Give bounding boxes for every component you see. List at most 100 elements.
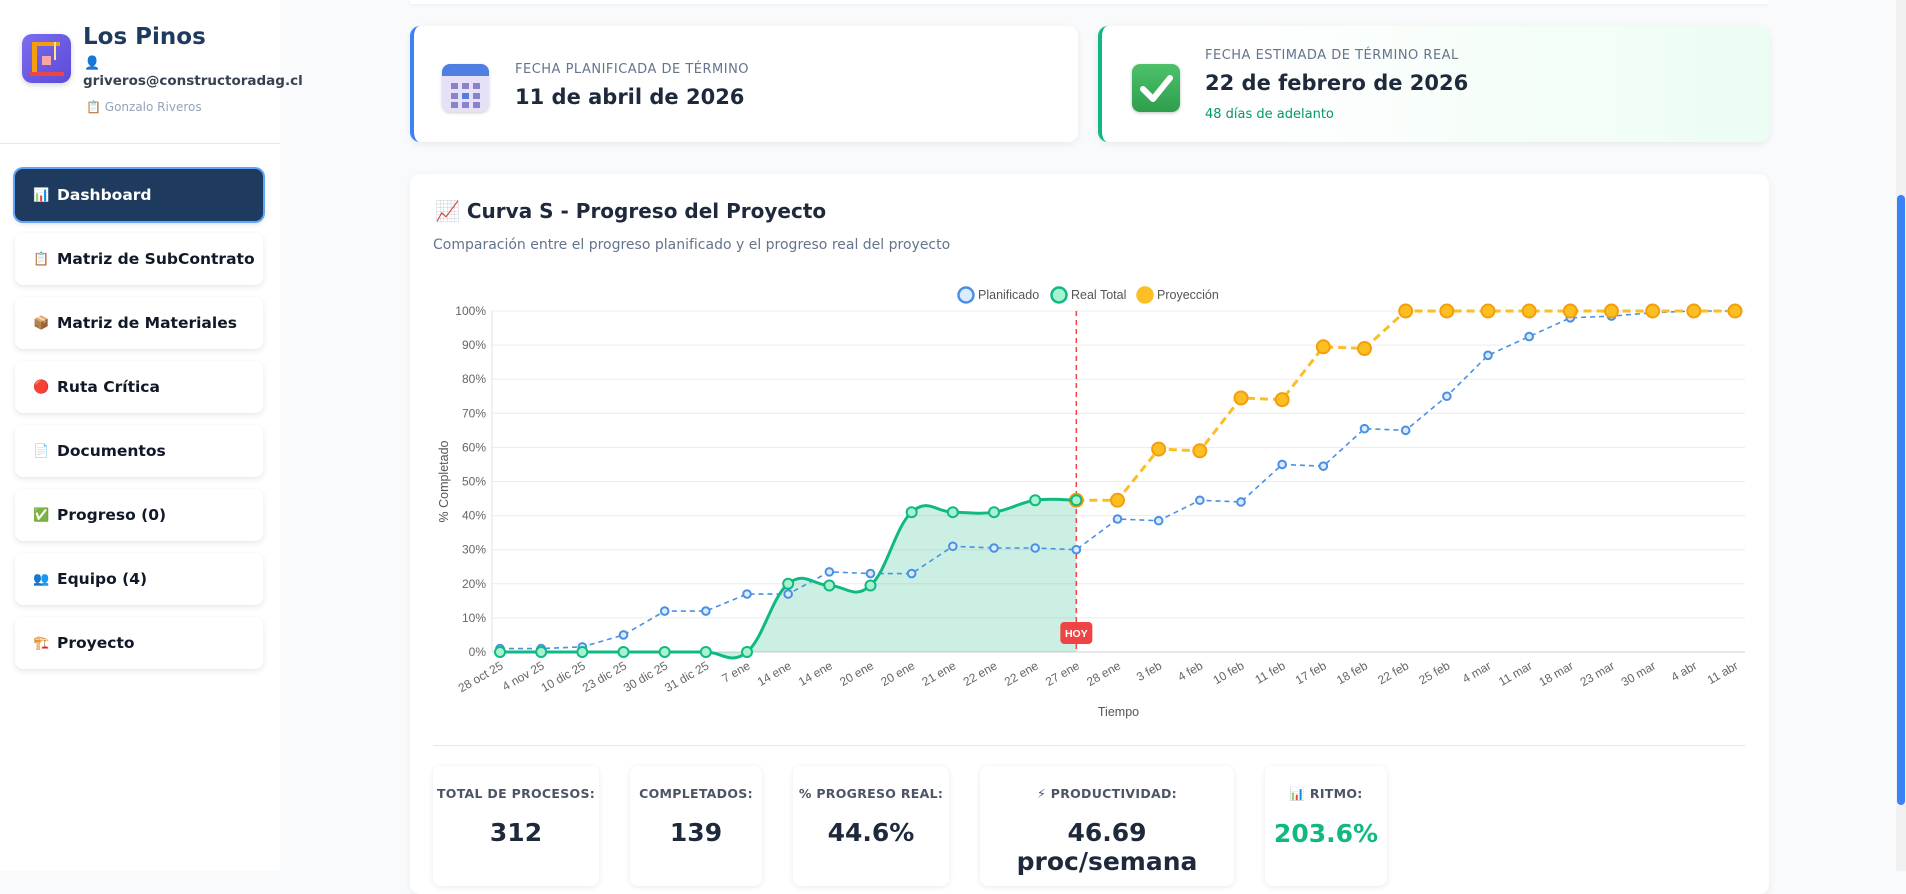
nav-item[interactable]: 📋 Matriz de SubContrato [15, 233, 263, 285]
legend-swatch [1136, 286, 1154, 304]
x-tick-label: 22 ene [1002, 658, 1041, 689]
point [1236, 497, 1246, 507]
y-tick-label: 30% [462, 543, 486, 557]
legend-label: Planificado [978, 288, 1039, 302]
stat-icon: ⚡ [1037, 786, 1047, 801]
nav-label: Matriz de Materiales [57, 314, 237, 332]
stat-label: 📊 RITMO: [1265, 786, 1387, 802]
point [659, 606, 670, 616]
user-email: griveros@constructoradag.cl [83, 73, 303, 89]
stat-label-text: RITMO: [1309, 786, 1363, 801]
stat-label-text: PRODUCTIVIDAD: [1050, 786, 1177, 801]
point [617, 646, 630, 658]
stat-card: ⚡ PRODUCTIVIDAD: 46.69 proc/semana [980, 766, 1234, 886]
x-tick-label: 23 dic 25 [580, 658, 629, 695]
nav-item[interactable]: 📦 Matriz de Materiales [15, 297, 263, 349]
point [1686, 303, 1702, 319]
scrollbar-thumb[interactable] [1897, 195, 1905, 805]
nav-item[interactable]: ✅ Progreso (0) [15, 489, 263, 541]
point [1562, 303, 1578, 319]
y-tick-label: 60% [462, 440, 486, 454]
owner: 📋 Gonzalo Riveros [86, 100, 202, 114]
nav-item[interactable]: 📊 Dashboard [15, 169, 263, 221]
point [1070, 494, 1083, 507]
point [741, 646, 753, 658]
point [1521, 303, 1537, 319]
point [1112, 514, 1123, 524]
point [782, 577, 795, 590]
nav-label: Proyecto [57, 634, 135, 652]
x-tick-label: 10 dic 25 [539, 658, 588, 695]
nav-icon: ✅ [33, 507, 50, 523]
chart-title: 📈 Curva S - Progreso del Proyecto [435, 199, 826, 223]
x-tick-label: 3 feb [1134, 658, 1164, 684]
x-tick-label: 11 mar [1496, 658, 1535, 688]
point [906, 568, 917, 579]
point [1442, 391, 1452, 402]
user-icon: 👤 [84, 56, 101, 71]
stat-card: 📊 RITMO: 203.6% [1265, 766, 1387, 886]
point [1151, 441, 1167, 457]
planned-date-card [410, 26, 1078, 142]
stat-value: 46.69 proc/semana [1016, 818, 1198, 876]
point [1604, 303, 1619, 319]
point [824, 567, 835, 577]
x-tick-label: 7 ene [719, 658, 752, 685]
stat-icon: 📊 [1289, 786, 1306, 801]
nav-item[interactable]: 👥 Equipo (4) [15, 553, 263, 605]
x-tick-label: 18 mar [1536, 658, 1575, 689]
today-badge [1060, 622, 1093, 644]
nav-icon: 📊 [33, 187, 50, 203]
x-tick-label: 30 mar [1619, 658, 1658, 689]
card-note: 48 días de adelanto [1205, 107, 1334, 122]
stat-label: ⚡ PRODUCTIVIDAD: [980, 786, 1234, 801]
x-tick-label: 30 dic 25 [621, 658, 670, 695]
point [948, 541, 958, 552]
y-tick-label: 50% [462, 475, 486, 489]
project-name: Los Pinos [83, 24, 206, 50]
today-label: HOY [1065, 628, 1088, 640]
series-line [1076, 309, 1735, 502]
point [783, 589, 793, 599]
x-tick-label: 11 feb [1253, 658, 1288, 687]
x-tick-label: 14 ene [755, 658, 794, 689]
y-tick-label: 70% [462, 406, 486, 420]
stat-label-text: COMPLETADOS: [639, 786, 753, 801]
x-tick-label: 31 dic 25 [662, 658, 711, 695]
nav-item[interactable]: 📄 Documentos [15, 425, 263, 477]
chart-icon: 📈 [435, 199, 460, 223]
stat-label-text: TOTAL DE PROCESOS: [436, 786, 596, 801]
chart-subtitle: Comparación entre el progreso planificad… [433, 237, 951, 253]
card-label: FECHA ESTIMADA DE TÉRMINO REAL [1205, 48, 1459, 63]
estimated-date-card [1098, 26, 1769, 142]
nav-item[interactable]: 🔴 Ruta Crítica [15, 361, 263, 413]
stat-card: TOTAL DE PROCESOS: 312 [433, 766, 599, 886]
point [1524, 331, 1534, 342]
point [1359, 423, 1370, 434]
y-tick-label: 0% [469, 645, 487, 659]
point [1727, 303, 1743, 319]
point [1030, 543, 1040, 553]
point [742, 589, 752, 599]
x-tick-label: 18 feb [1334, 658, 1370, 687]
nav-item[interactable]: 🏗️ Proyecto [15, 617, 263, 669]
stat-label-text: % PROGRESO REAL: [798, 786, 944, 801]
x-tick-label: 28 oct 25 [456, 658, 506, 695]
nav-label: Matriz de SubContrato [57, 250, 255, 268]
x-tick-label: 27 ene [1043, 658, 1082, 689]
point [905, 506, 918, 519]
point [865, 568, 876, 579]
x-tick-label: 21 ene [920, 658, 959, 689]
nav-icon: 🔴 [33, 379, 50, 395]
point [1400, 425, 1411, 436]
point [1153, 515, 1164, 526]
x-tick-label: 25 feb [1416, 658, 1452, 687]
x-axis-title: Tiempo [1098, 705, 1139, 719]
y-tick-label: 80% [462, 372, 486, 386]
point [699, 646, 712, 658]
page: Los Pinos 👤 griveros@constructoradag.cl … [0, 0, 1906, 876]
point [1357, 341, 1372, 357]
x-tick-label: 20 ene [878, 658, 917, 689]
point [618, 630, 629, 640]
x-tick-label: 10 feb [1211, 658, 1247, 687]
